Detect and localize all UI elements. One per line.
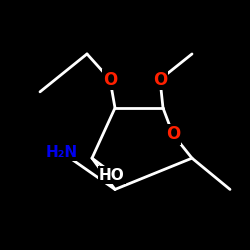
Text: O: O	[153, 70, 167, 88]
Text: O: O	[103, 70, 117, 88]
Text: HO: HO	[99, 168, 125, 183]
Text: O: O	[166, 126, 180, 144]
Text: H₂N: H₂N	[46, 145, 78, 160]
